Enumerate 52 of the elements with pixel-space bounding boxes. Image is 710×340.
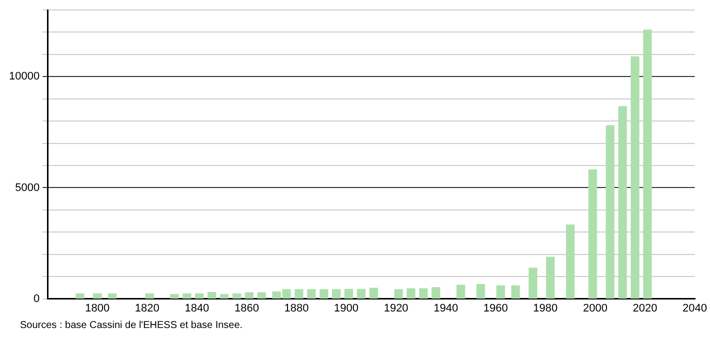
- bar: [432, 287, 440, 299]
- bar: [528, 268, 538, 299]
- bar: [332, 289, 341, 299]
- bar: [93, 293, 102, 299]
- bar: [344, 288, 354, 299]
- x-tick-label: 1980: [533, 302, 558, 314]
- x-tick-label: 2040: [682, 302, 708, 314]
- bar: [76, 293, 84, 299]
- bar: [320, 289, 328, 299]
- x-tick-label: 1800: [85, 302, 110, 314]
- bar: [182, 293, 192, 299]
- bar: [244, 292, 254, 299]
- y-tick-label: 0: [33, 292, 40, 305]
- bar: [394, 289, 403, 299]
- bar: [257, 292, 266, 299]
- bar: [630, 56, 640, 299]
- bar: [606, 125, 614, 299]
- bar: [643, 30, 652, 299]
- bar: [232, 293, 242, 299]
- x-tick-label: 1920: [384, 302, 408, 314]
- bar: [108, 293, 117, 299]
- x-tick-label: 1940: [434, 302, 458, 314]
- bar: [588, 169, 598, 299]
- bar: [566, 224, 575, 299]
- source-note: Sources : base Cassini de l'EHESS et base Insee.: [20, 320, 243, 331]
- bar: [220, 294, 229, 299]
- bar: [496, 285, 505, 299]
- bar: [356, 288, 366, 299]
- bar: [618, 106, 627, 299]
- bar: [307, 289, 316, 299]
- bar: [546, 256, 555, 299]
- x-tick-label: 1960: [483, 302, 508, 314]
- x-tick-label: 1860: [234, 302, 259, 314]
- bar: [195, 293, 204, 299]
- y-tick-label: 5000: [15, 182, 40, 194]
- bar: [511, 285, 520, 299]
- bar: [294, 289, 304, 299]
- x-tick-label: 2000: [582, 302, 608, 314]
- x-tick-label: 1840: [184, 302, 210, 314]
- x-tick-label: 1880: [284, 302, 309, 314]
- bar: [170, 294, 179, 299]
- bar: [369, 288, 378, 299]
- bar: [208, 292, 216, 299]
- x-tick-label: 2020: [632, 302, 658, 314]
- bar: [456, 284, 466, 299]
- bar: [419, 288, 428, 299]
- bar: [476, 284, 486, 299]
- x-tick-label: 1900: [334, 302, 359, 314]
- bar: [145, 293, 154, 299]
- y-tick-label: 10000: [8, 70, 40, 83]
- x-tick-label: 1820: [134, 302, 160, 314]
- bar: [406, 288, 416, 299]
